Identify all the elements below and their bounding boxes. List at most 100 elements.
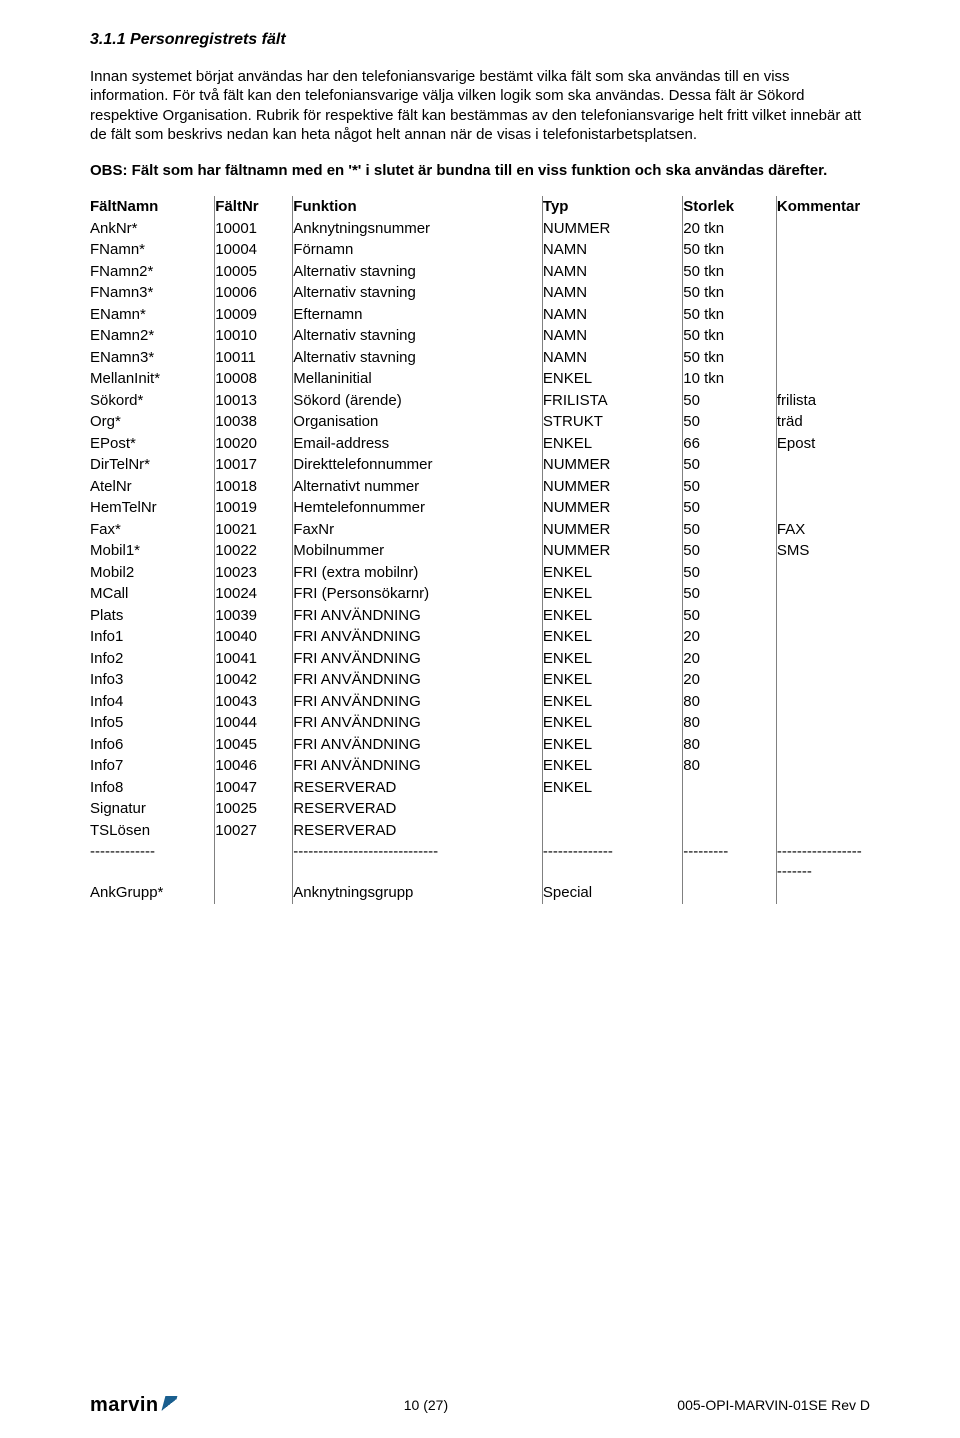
col-header-name: FältNamn [90, 196, 215, 218]
cell-nr: 10046 [215, 755, 293, 777]
cell-name: ENamn2* [90, 325, 215, 347]
cell-comm [776, 476, 870, 498]
cell-type: ENKEL [542, 669, 682, 691]
table-row: Info110040FRI ANVÄNDNINGENKEL20 [90, 626, 870, 648]
cell-size [683, 820, 777, 842]
cell-name: Info6 [90, 734, 215, 756]
cell-size: 50 [683, 540, 777, 562]
table-row: ----------------------------------------… [90, 841, 870, 882]
cell-name: Info8 [90, 777, 215, 799]
cell-type: NUMMER [542, 476, 682, 498]
cell-type: ENKEL [542, 777, 682, 799]
cell-name: MCall [90, 583, 215, 605]
table-row: Info810047RESERVERADENKEL [90, 777, 870, 799]
cell-nr: 10040 [215, 626, 293, 648]
cell-func: FRI ANVÄNDNING [293, 755, 543, 777]
cell-func: Alternativ stavning [293, 261, 543, 283]
cell-nr: 10024 [215, 583, 293, 605]
cell-name: FNamn* [90, 239, 215, 261]
cell-name: EPost* [90, 433, 215, 455]
cell-func: Alternativ stavning [293, 325, 543, 347]
cell-name: Info3 [90, 669, 215, 691]
cell-size: 80 [683, 712, 777, 734]
cell-size: 50 [683, 583, 777, 605]
table-row: MellanInit*10008MellaninitialENKEL10 tkn [90, 368, 870, 390]
table-row: AnkNr*10001AnknytningsnummerNUMMER20 tkn [90, 218, 870, 240]
cell-name: Info2 [90, 648, 215, 670]
cell-func: FRI ANVÄNDNING [293, 605, 543, 627]
cell-comm [776, 368, 870, 390]
cell-comm [776, 734, 870, 756]
cell-func: FRI ANVÄNDNING [293, 648, 543, 670]
cell-nr: 10023 [215, 562, 293, 584]
cell-type: ENKEL [542, 368, 682, 390]
section-heading: 3.1.1 Personregistrets fält [90, 30, 870, 51]
cell-nr: 10043 [215, 691, 293, 713]
cell-size: 50 tkn [683, 325, 777, 347]
cell-comm [776, 755, 870, 777]
cell-name: HemTelNr [90, 497, 215, 519]
cell-comm [776, 347, 870, 369]
cell-func: Mellaninitial [293, 368, 543, 390]
cell-size: 50 [683, 497, 777, 519]
cell-comm [776, 497, 870, 519]
cell-size [683, 882, 777, 904]
cell-type: NUMMER [542, 497, 682, 519]
cell-func: FaxNr [293, 519, 543, 541]
cell-name: Plats [90, 605, 215, 627]
cell-comm: FAX [776, 519, 870, 541]
cell-comm: SMS [776, 540, 870, 562]
cell-size [683, 798, 777, 820]
cell-size [683, 777, 777, 799]
cell-nr: 10047 [215, 777, 293, 799]
table-row: Mobil1*10022MobilnummerNUMMER50SMS [90, 540, 870, 562]
cell-name: AtelNr [90, 476, 215, 498]
cell-comm [776, 691, 870, 713]
cell-size: 50 tkn [683, 304, 777, 326]
cell-name: Info4 [90, 691, 215, 713]
cell-size: 50 [683, 454, 777, 476]
table-row: FNamn*10004FörnamnNAMN50 tkn [90, 239, 870, 261]
cell-type: ENKEL [542, 734, 682, 756]
cell-nr: 10027 [215, 820, 293, 842]
cell-comm: ------------------------ [776, 841, 870, 882]
cell-type: STRUKT [542, 411, 682, 433]
cell-comm [776, 583, 870, 605]
cell-type [542, 820, 682, 842]
cell-nr [215, 882, 293, 904]
cell-size: 50 [683, 519, 777, 541]
cell-name: DirTelNr* [90, 454, 215, 476]
cell-nr [215, 841, 293, 882]
cell-nr: 10017 [215, 454, 293, 476]
table-row: Sökord*10013Sökord (ärende)FRILISTA50fri… [90, 390, 870, 412]
table-row: HemTelNr10019HemtelefonnummerNUMMER50 [90, 497, 870, 519]
footer-page-number: 10 (27) [175, 1396, 678, 1414]
cell-size: 80 [683, 691, 777, 713]
cell-nr: 10008 [215, 368, 293, 390]
cell-comm [776, 882, 870, 904]
cell-func: RESERVERAD [293, 798, 543, 820]
cell-nr: 10018 [215, 476, 293, 498]
cell-func: Alternativt nummer [293, 476, 543, 498]
cell-comm [776, 798, 870, 820]
table-row: TSLösen10027RESERVERAD [90, 820, 870, 842]
cell-size: 50 tkn [683, 282, 777, 304]
cell-comm [776, 325, 870, 347]
cell-name: Signatur [90, 798, 215, 820]
cell-type: NUMMER [542, 519, 682, 541]
cell-nr: 10022 [215, 540, 293, 562]
cell-size: 50 [683, 411, 777, 433]
cell-nr: 10010 [215, 325, 293, 347]
col-header-size: Storlek [683, 196, 777, 218]
cell-type: NAMN [542, 282, 682, 304]
cell-name: Mobil1* [90, 540, 215, 562]
cell-name: Info1 [90, 626, 215, 648]
table-row: ENamn3*10011Alternativ stavningNAMN50 tk… [90, 347, 870, 369]
cell-comm [776, 820, 870, 842]
cell-name: Fax* [90, 519, 215, 541]
cell-name: MellanInit* [90, 368, 215, 390]
cell-func: Email-address [293, 433, 543, 455]
table-row: FNamn3*10006Alternativ stavningNAMN50 tk… [90, 282, 870, 304]
cell-name: Info5 [90, 712, 215, 734]
cell-nr: 10025 [215, 798, 293, 820]
